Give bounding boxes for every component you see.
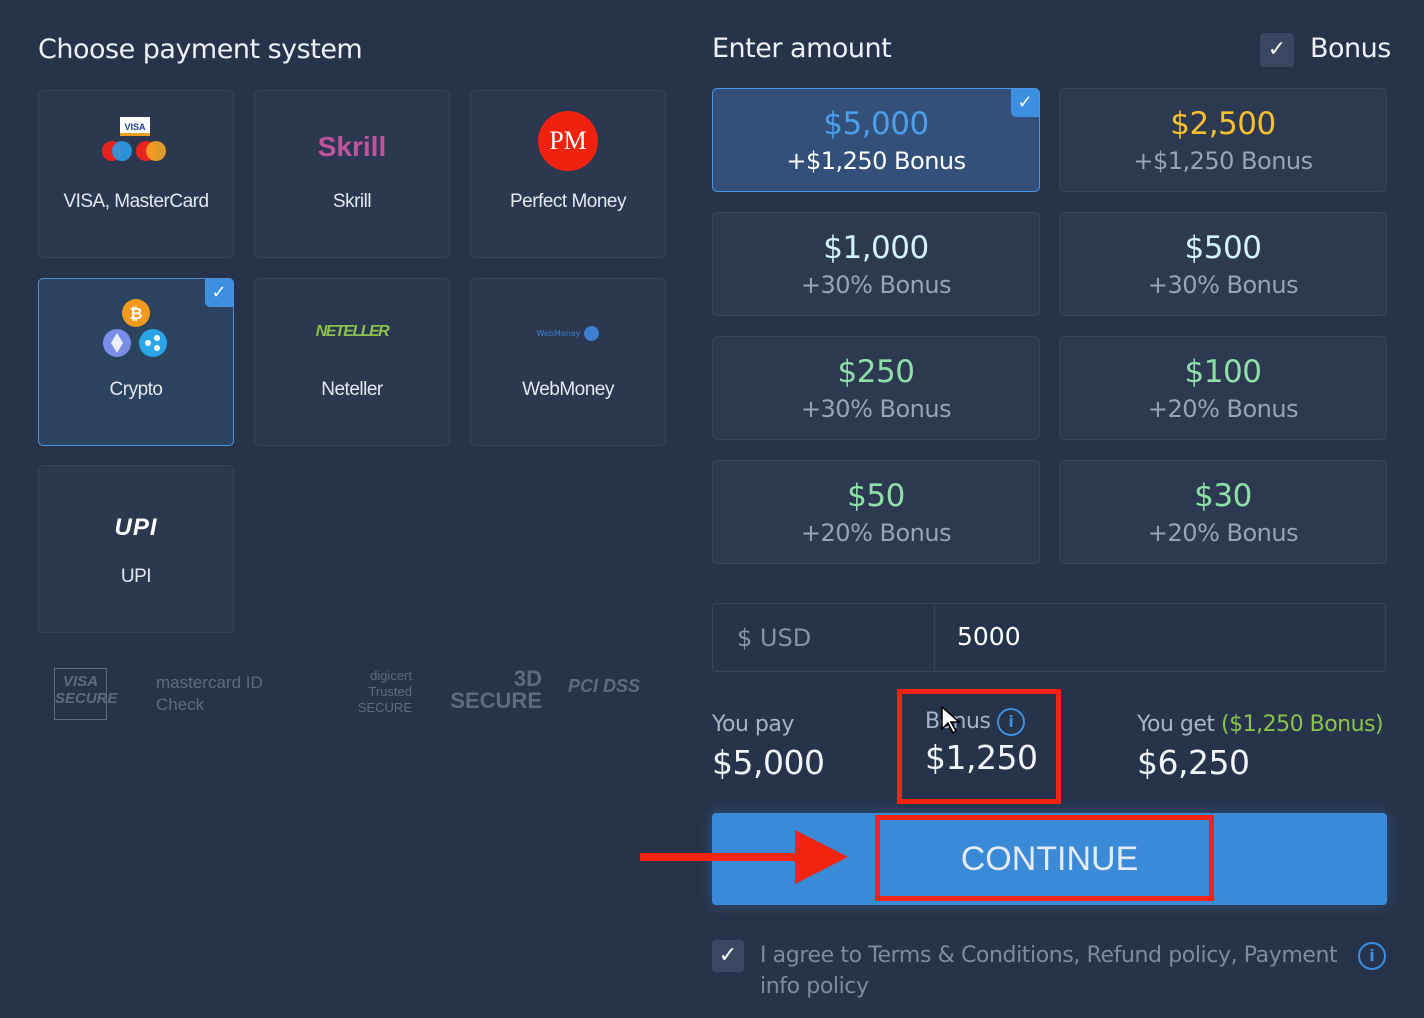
bonus-summary-value: $1,250: [925, 738, 1038, 777]
payment-label: Perfect Money: [510, 191, 627, 212]
bonus-summary: Bonus i $1,250: [925, 708, 1038, 777]
payment-crypto[interactable]: ✓ ₿ Crypto: [38, 278, 234, 446]
agree-text[interactable]: I agree to Terms & Conditions, Refund po…: [760, 943, 1338, 999]
svg-text:₿: ₿: [129, 304, 142, 323]
amount-option[interactable]: $2,500 +$1,250 Bonus: [1059, 88, 1387, 192]
amount-option[interactable]: $100 +20% Bonus: [1059, 336, 1387, 440]
amount-bonus: +20% Bonus: [1147, 395, 1299, 423]
you-get-value: $6,250: [1137, 743, 1250, 782]
amount-value: $1,000: [823, 230, 929, 266]
bonus-checkbox[interactable]: ✓: [1260, 33, 1294, 67]
amount-value: $50: [847, 478, 905, 514]
agree-checkbox[interactable]: ✓: [712, 940, 744, 972]
visa-secure-badge: VISA SECURE: [54, 668, 118, 720]
payment-label: Neteller: [321, 379, 383, 400]
annotation-arrow-icon: [640, 830, 848, 884]
mastercard-id-check-badge: mastercard ID Check: [156, 673, 263, 714]
bonus-label: Bonus: [1310, 33, 1391, 64]
amount-value: $30: [1194, 478, 1252, 514]
payment-title: Choose payment system: [38, 34, 363, 65]
payment-label: Skrill: [332, 191, 372, 212]
upi-logo: UPI: [114, 514, 158, 541]
digicert-badge: digicert Trusted SECURE: [357, 668, 412, 715]
payment-skrill[interactable]: Skrill Skrill: [254, 90, 450, 258]
amount-value: $500: [1184, 230, 1262, 266]
amount-bonus: +30% Bonus: [800, 271, 952, 299]
currency-label: $ USD: [713, 604, 935, 671]
you-get: You get ($1,250 Bonus) $6,250: [1137, 712, 1384, 782]
payment-webmoney[interactable]: WebMoney WebMoney: [470, 278, 666, 446]
amount-value: $2,500: [1170, 106, 1276, 142]
amount-option[interactable]: $500 +30% Bonus: [1059, 212, 1387, 316]
selected-check-icon: ✓: [1011, 89, 1039, 117]
annotation-highlight-bonus: [897, 689, 1061, 804]
pci-dss-badge: PCI DSS: [568, 676, 641, 696]
amount-value: $5,000: [823, 106, 929, 142]
crypto-icon: ₿: [39, 279, 233, 369]
payment-label: VISA, MasterCard: [63, 191, 209, 212]
skrill-logo: Skrill: [317, 131, 387, 162]
amount-bonus: +30% Bonus: [800, 395, 952, 423]
amount-option[interactable]: $250 +30% Bonus: [712, 336, 1040, 440]
agree-info-icon[interactable]: i: [1358, 942, 1386, 970]
amount-bonus: +$1,250 Bonus: [786, 147, 966, 175]
3d-secure-badge: 3D SECURE: [450, 666, 542, 713]
amount-input[interactable]: 5000: [957, 622, 1021, 651]
amount-bonus: +$1,250 Bonus: [1133, 147, 1313, 175]
payment-label: Crypto: [109, 379, 163, 400]
amount-option[interactable]: ✓ $5,000 +$1,250 Bonus: [712, 88, 1040, 192]
you-get-label: You get: [1137, 712, 1215, 737]
amount-bonus: +20% Bonus: [1147, 519, 1299, 547]
selected-check-icon: ✓: [205, 279, 233, 307]
amount-bonus: +30% Bonus: [1147, 271, 1299, 299]
you-get-bonus: ($1,250 Bonus): [1221, 712, 1384, 737]
payment-perfect-money[interactable]: PM Perfect Money: [470, 90, 666, 258]
info-icon[interactable]: i: [996, 708, 1025, 736]
amount-value: $250: [837, 354, 915, 390]
perfect-money-logo: PM: [538, 111, 598, 171]
amount-input-group: $ USD 5000: [712, 603, 1386, 672]
mouse-cursor-icon: [941, 705, 961, 735]
amount-option[interactable]: $50 +20% Bonus: [712, 460, 1040, 564]
amount-bonus: +20% Bonus: [800, 519, 952, 547]
you-pay: You pay $5,000: [712, 712, 825, 782]
svg-text:VISA: VISA: [124, 122, 146, 132]
payment-visa-mastercard[interactable]: VISA VISA, MasterCard: [38, 90, 234, 258]
payment-label: UPI: [120, 566, 152, 587]
payment-label: WebMoney: [522, 379, 614, 400]
amount-option[interactable]: $1,000 +30% Bonus: [712, 212, 1040, 316]
amount-value: $100: [1184, 354, 1262, 390]
payment-upi[interactable]: UPI UPI: [38, 465, 234, 633]
payment-neteller[interactable]: NETELLER Neteller: [254, 278, 450, 446]
you-pay-value: $5,000: [712, 743, 825, 782]
annotation-highlight-continue: [875, 815, 1214, 901]
amount-option[interactable]: $30 +20% Bonus: [1059, 460, 1387, 564]
neteller-logo: NETELLER: [315, 323, 390, 340]
you-pay-label: You pay: [712, 712, 794, 737]
webmoney-logo: WebMoney: [537, 326, 600, 341]
visa-mastercard-icon: VISA: [39, 91, 233, 181]
amount-title: Enter amount: [712, 33, 892, 64]
